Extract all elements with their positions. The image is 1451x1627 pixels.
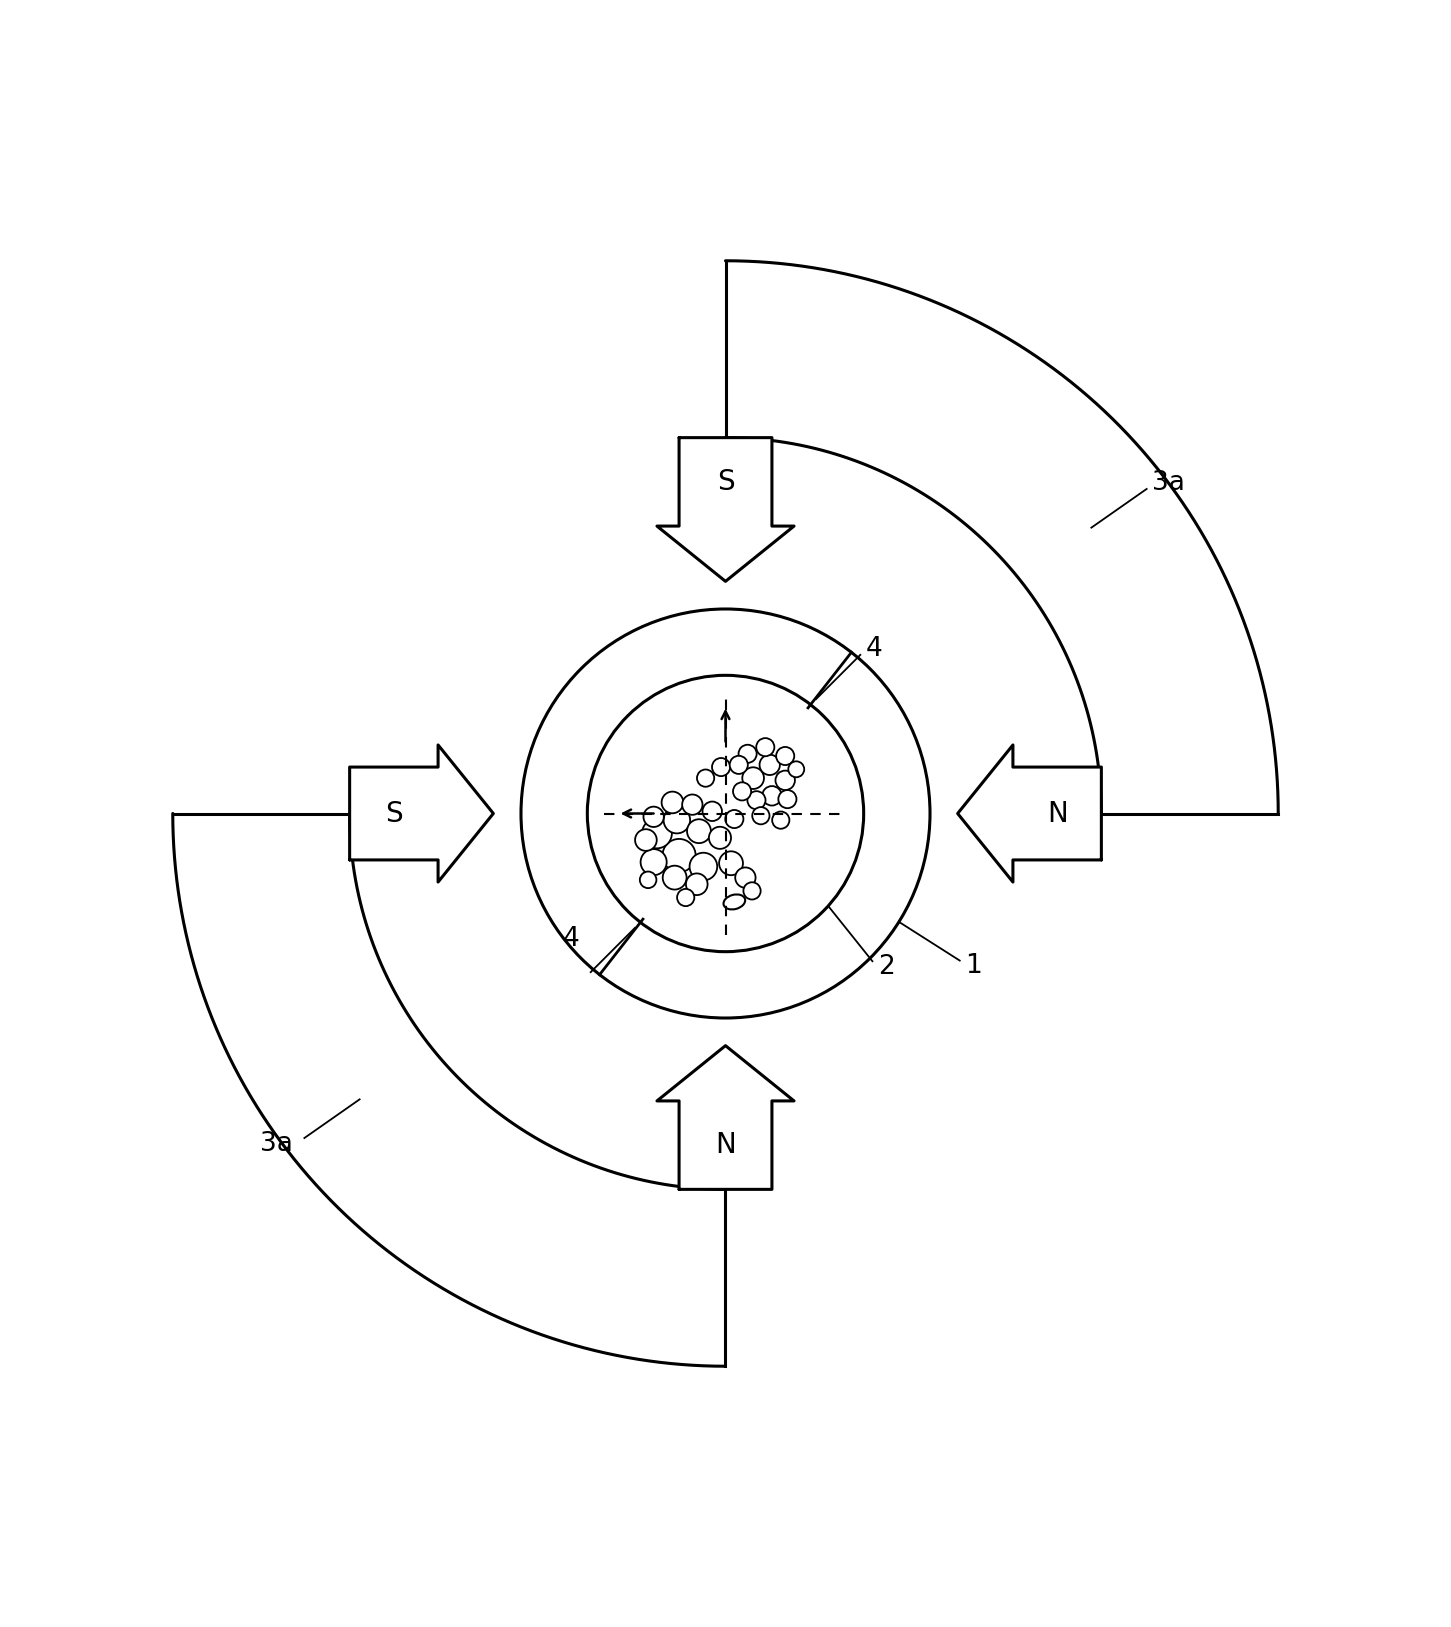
- Circle shape: [752, 807, 769, 825]
- Polygon shape: [173, 814, 726, 1367]
- Text: 4: 4: [866, 636, 882, 662]
- Circle shape: [588, 675, 863, 952]
- Circle shape: [702, 802, 723, 822]
- Circle shape: [776, 747, 794, 765]
- Circle shape: [788, 761, 804, 778]
- Circle shape: [778, 791, 797, 809]
- Circle shape: [663, 840, 695, 872]
- Text: 1: 1: [965, 953, 982, 979]
- Circle shape: [663, 866, 686, 890]
- Circle shape: [720, 851, 743, 875]
- Circle shape: [636, 830, 657, 851]
- Circle shape: [730, 757, 747, 774]
- Circle shape: [643, 807, 663, 827]
- Circle shape: [736, 867, 756, 888]
- Circle shape: [739, 745, 756, 763]
- Circle shape: [641, 818, 672, 848]
- Polygon shape: [350, 745, 493, 882]
- Ellipse shape: [724, 895, 746, 909]
- Circle shape: [686, 874, 708, 895]
- Circle shape: [775, 771, 795, 791]
- Circle shape: [743, 768, 765, 789]
- Circle shape: [710, 827, 731, 849]
- Circle shape: [663, 807, 691, 833]
- Text: S: S: [717, 469, 734, 496]
- Polygon shape: [657, 438, 794, 581]
- Text: 3a: 3a: [1152, 470, 1185, 496]
- Text: 2: 2: [878, 953, 895, 979]
- Circle shape: [747, 791, 766, 809]
- Circle shape: [712, 758, 730, 776]
- Text: S: S: [385, 799, 403, 828]
- Circle shape: [743, 882, 760, 900]
- Circle shape: [686, 820, 711, 843]
- Circle shape: [678, 888, 695, 906]
- Circle shape: [640, 849, 666, 875]
- Circle shape: [640, 872, 656, 888]
- Text: 4: 4: [563, 926, 579, 952]
- Circle shape: [521, 608, 930, 1019]
- Polygon shape: [958, 745, 1101, 882]
- Circle shape: [682, 794, 702, 815]
- Text: N: N: [1046, 799, 1068, 828]
- Text: N: N: [715, 1131, 736, 1158]
- Circle shape: [689, 853, 717, 880]
- Circle shape: [662, 792, 683, 814]
- Circle shape: [726, 810, 743, 828]
- Circle shape: [756, 739, 775, 757]
- Polygon shape: [657, 1046, 794, 1189]
- Polygon shape: [726, 260, 1278, 814]
- Circle shape: [759, 755, 779, 774]
- Text: 3a: 3a: [260, 1131, 293, 1157]
- Circle shape: [772, 812, 789, 828]
- Circle shape: [733, 783, 752, 800]
- Circle shape: [762, 786, 782, 805]
- Circle shape: [696, 770, 714, 787]
